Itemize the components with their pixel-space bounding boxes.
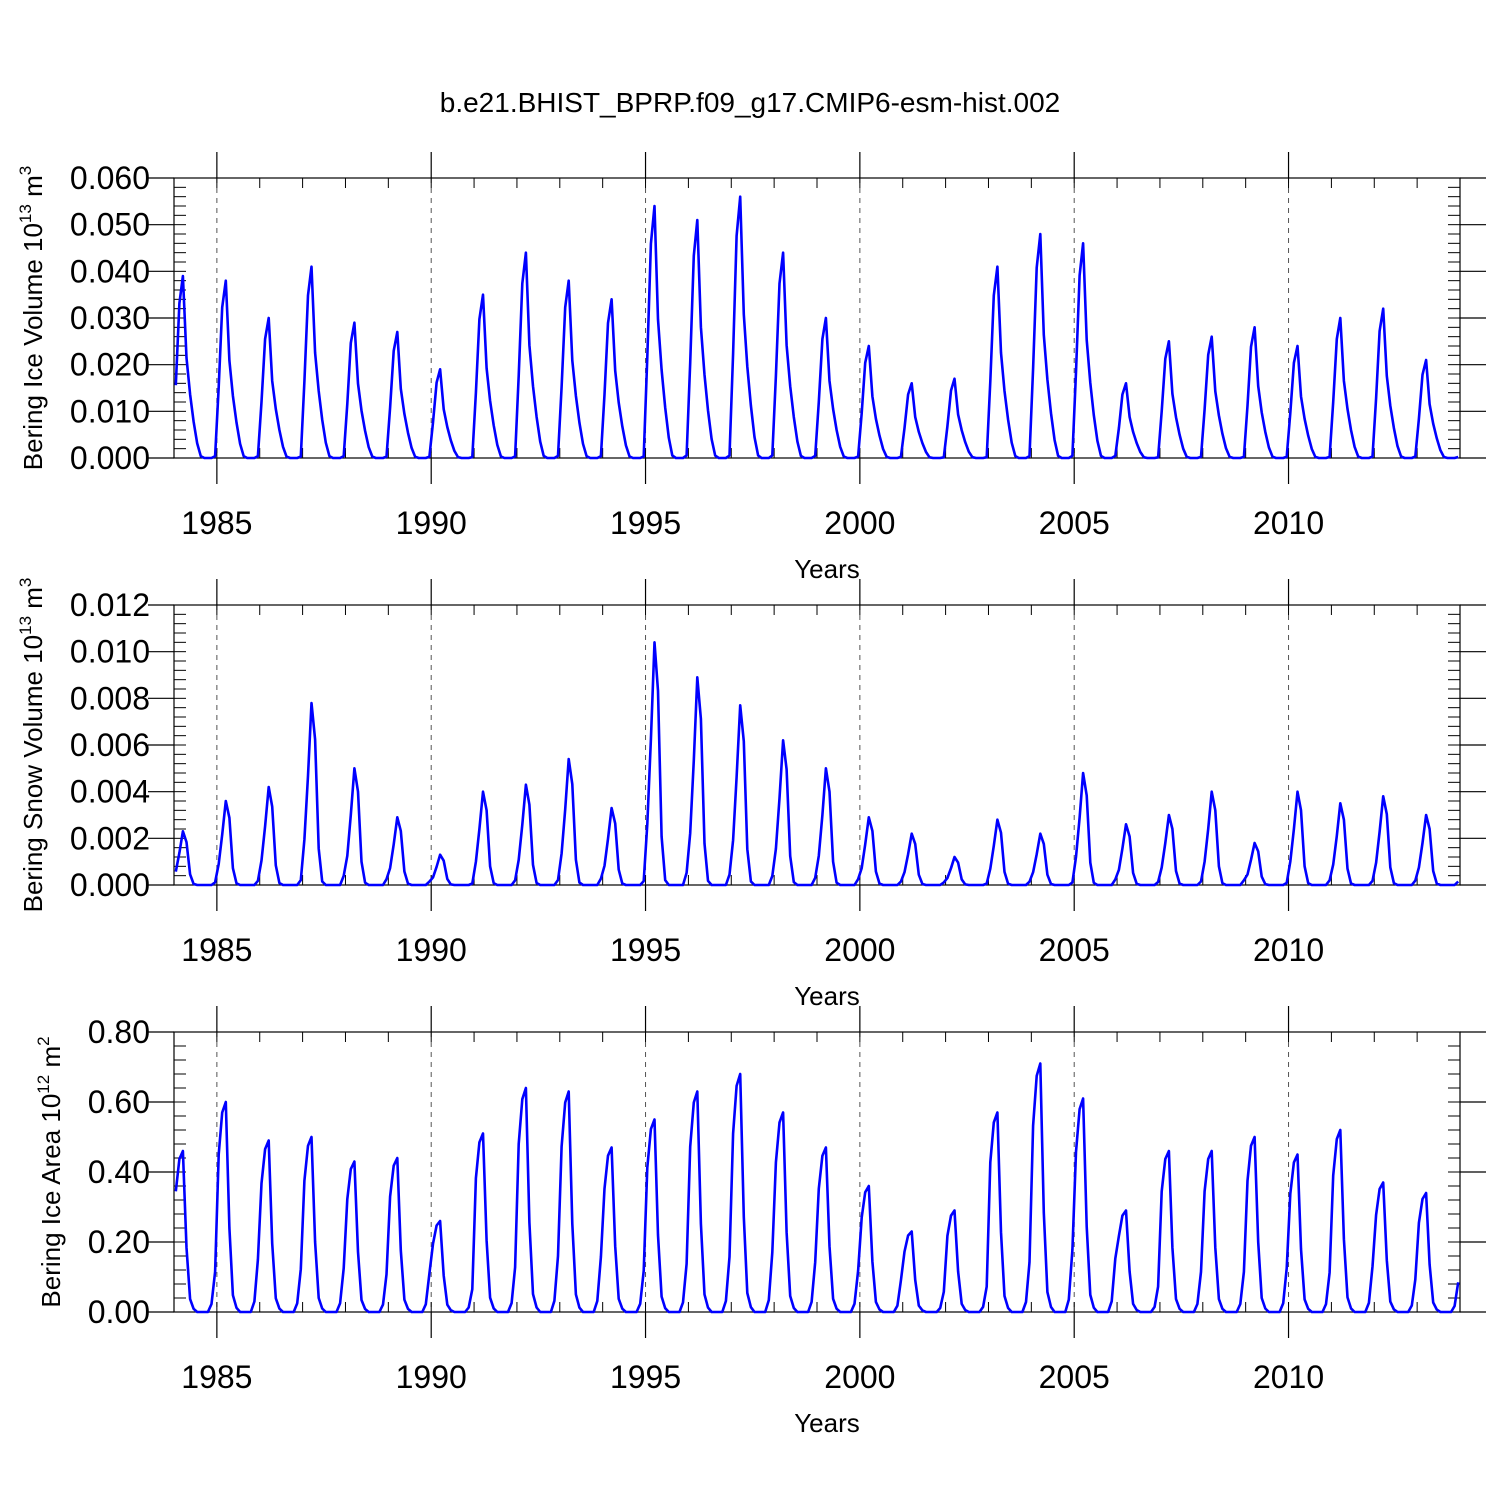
x-tick-label: 1985: [181, 1359, 252, 1395]
x-tick-label: 1990: [396, 1359, 467, 1395]
x-tick-label: 1985: [181, 505, 252, 541]
x-axis-label: Years: [794, 554, 860, 584]
chart-panel-2: 0.000 0.002 0.004 0.006 0.008 0.010 0.012 1985 1…: [16, 578, 1486, 1011]
chart-panel-1: 0.000 0.010 0.020 0.030 0.040 0.050 0.060 1985 1…: [16, 152, 1486, 584]
y-tick-label: 0.006: [70, 727, 150, 763]
x-tick-label: 2005: [1039, 1359, 1110, 1395]
y-tick-label: 0.20: [88, 1224, 150, 1260]
plot-frame: [173, 604, 1461, 886]
x-tick-label: 1995: [610, 1359, 681, 1395]
x-tick-label: 2005: [1039, 932, 1110, 968]
y-tick-label: 0.004: [70, 774, 150, 810]
series-line: [174, 1062, 1460, 1314]
y-tick-label: 0.010: [70, 634, 150, 670]
y-tick-label: 0.000: [70, 440, 150, 476]
x-tick-label: 1995: [610, 932, 681, 968]
x-tick-label: 2010: [1253, 505, 1324, 541]
y-tick-label: 0.040: [70, 253, 150, 289]
y-tick-label: 0.40: [88, 1154, 150, 1190]
x-tick-label: 2000: [824, 505, 895, 541]
y-tick-label: 0.00: [88, 1294, 150, 1330]
y-tick-label: 0.030: [70, 300, 150, 336]
x-tick-label: 2000: [824, 1359, 895, 1395]
y-tick-label: 0.050: [70, 207, 150, 243]
y-axis-label: Bering Ice Volume 1013 m3: [16, 166, 48, 470]
x-tick-label: 2010: [1253, 1359, 1324, 1395]
chart-panel-3: 0.00 0.20 0.40 0.60 0.80 1985 1990 1995 2000 2005…: [34, 1006, 1486, 1438]
y-tick-label: 0.002: [70, 820, 150, 856]
y-axis-label: Bering Ice Area 1012 m2: [34, 1036, 66, 1307]
y-tick-label: 0.008: [70, 680, 150, 716]
x-tick-label: 2010: [1253, 932, 1324, 968]
y-tick-label: 0.060: [70, 160, 150, 196]
x-tick-label: 2000: [824, 932, 895, 968]
y-tick-label: 0.000: [70, 867, 150, 903]
x-tick-label: 1985: [181, 932, 252, 968]
y-tick-label: 0.010: [70, 393, 150, 429]
y-tick-label: 0.012: [70, 587, 150, 623]
y-axis-label: Bering Snow Volume 1013 m3: [16, 578, 48, 913]
figure-title: b.e21.BHIST_BPRP.f09_g17.CMIP6-esm-hist.…: [440, 87, 1060, 118]
x-tick-label: 1990: [396, 505, 467, 541]
x-tick-label: 1990: [396, 932, 467, 968]
panels: 0.000 0.010 0.020 0.030 0.040 0.050 0.060 1985 1…: [16, 152, 1486, 1438]
y-tick-label: 0.80: [88, 1014, 150, 1050]
series-line: [174, 195, 1459, 460]
x-tick-label: 1995: [610, 505, 681, 541]
y-tick-label: 0.020: [70, 347, 150, 383]
series-line: [174, 641, 1460, 887]
y-tick-label: 0.60: [88, 1084, 150, 1120]
x-tick-label: 2005: [1039, 505, 1110, 541]
x-axis-label: Years: [794, 1408, 860, 1438]
plot-frame: [173, 1031, 1461, 1313]
x-axis-label: Years: [794, 981, 860, 1011]
